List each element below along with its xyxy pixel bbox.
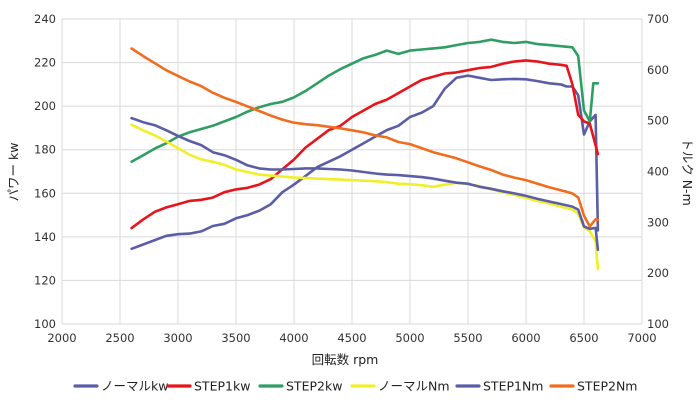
series-line-3: [130, 38, 600, 163]
y-right-tick-label: 100: [647, 317, 669, 331]
legend-label: STEP1Nm: [483, 379, 544, 394]
series-lines: [130, 38, 600, 271]
x-axis-title: 回転数 rpm: [312, 352, 379, 367]
x-tick-label: 4500: [337, 331, 366, 345]
y-axis-left-title: パワー kw: [6, 143, 21, 202]
x-tick-label: 2000: [47, 331, 76, 345]
x-tick-label: 6000: [511, 331, 540, 345]
series-line-5: [130, 116, 600, 252]
y-right-tick-label: 300: [647, 215, 669, 229]
series-line-6: [130, 47, 600, 228]
legend-label: ノーマルNm: [378, 379, 450, 394]
x-tick-label: 2500: [105, 331, 134, 345]
y-right-tick-label: 200: [647, 266, 669, 280]
x-axis-ticks: 2000 2500 3000 3500 4000 4500 5000 5500 6000 6500…: [47, 331, 656, 345]
x-tick-label: 5500: [453, 331, 482, 345]
y-right-tick-label: 400: [647, 165, 669, 179]
y-left-tick-label: 120: [34, 273, 56, 287]
y-left-tick-label: 200: [34, 99, 56, 113]
x-tick-label: 5000: [395, 331, 424, 345]
legend: ノーマルkw STEP1kw STEP2kw ノーマルNm STEP1Nm STEP2Nm: [73, 379, 638, 394]
y-left-tick-label: 240: [34, 12, 56, 26]
legend-label: STEP2Nm: [577, 379, 638, 394]
legend-label: ノーマルkw: [101, 379, 168, 394]
y-axis-left-ticks: 100 120 140 160 180 200 220 240: [34, 12, 56, 331]
y-left-tick-label: 220: [34, 56, 56, 70]
y-axis-right-ticks: 100 200 300 400 500 600 700: [647, 12, 669, 331]
y-left-tick-label: 100: [34, 317, 56, 331]
x-tick-label: 7000: [627, 331, 656, 345]
y-right-tick-label: 700: [647, 12, 669, 26]
series-line-2: [130, 59, 600, 230]
x-tick-label: 3000: [163, 331, 192, 345]
series-line-1: [130, 74, 600, 251]
x-tick-label: 3500: [221, 331, 250, 345]
x-tick-label: 6500: [569, 331, 598, 345]
y-axis-right-title: トルク N-m: [680, 138, 695, 206]
y-left-tick-label: 160: [34, 186, 56, 200]
legend-label: STEP2kw: [286, 379, 342, 394]
legend-label: STEP1kw: [194, 379, 250, 394]
y-right-tick-label: 500: [647, 114, 669, 128]
x-tick-label: 4000: [279, 331, 308, 345]
y-left-tick-label: 180: [34, 143, 56, 157]
y-right-tick-label: 600: [647, 63, 669, 77]
y-left-tick-label: 140: [34, 230, 56, 244]
series-line-4: [130, 123, 600, 271]
